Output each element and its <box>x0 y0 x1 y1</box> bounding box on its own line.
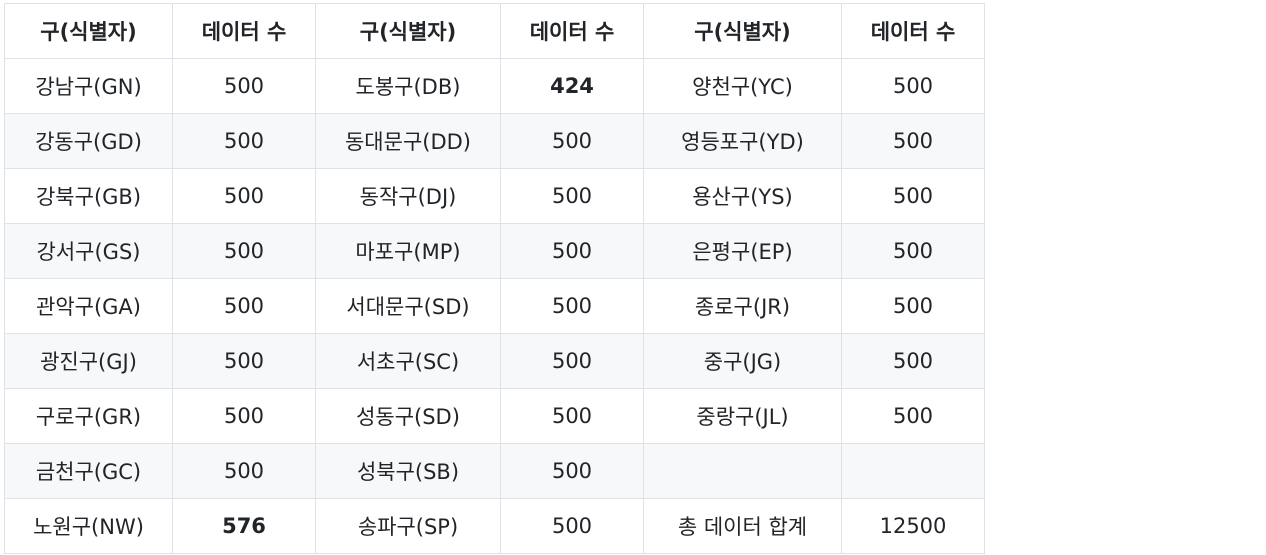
district-cell: 강동구(GD) <box>4 113 173 169</box>
district-cell: 동작구(DJ) <box>315 168 501 224</box>
total-value-cell: 12500 <box>841 498 985 554</box>
district-cell: 구로구(GR) <box>4 388 173 444</box>
count-cell: 500 <box>172 168 316 224</box>
district-cell: 중랑구(JL) <box>643 388 842 444</box>
count-cell: 500 <box>841 168 985 224</box>
table-row: 관악구(GA) 500 서대문구(SD) 500 종로구(JR) 500 <box>4 278 985 334</box>
count-cell: 500 <box>172 113 316 169</box>
district-cell: 광진구(GJ) <box>4 333 173 389</box>
table-row: 강서구(GS) 500 마포구(MP) 500 은평구(EP) 500 <box>4 223 985 279</box>
count-cell: 500 <box>500 223 644 279</box>
district-cell: 강남구(GN) <box>4 58 173 114</box>
district-cell: 송파구(SP) <box>315 498 501 554</box>
table-row: 강남구(GN) 500 도봉구(DB) 424 양천구(YC) 500 <box>4 58 985 114</box>
count-cell: 500 <box>172 278 316 334</box>
district-cell: 성북구(SB) <box>315 443 501 499</box>
district-cell: 도봉구(DB) <box>315 58 501 114</box>
table-row: 강동구(GD) 500 동대문구(DD) 500 영등포구(YD) 500 <box>4 113 985 169</box>
total-label-cell: 총 데이터 합계 <box>643 498 842 554</box>
count-cell: 500 <box>841 278 985 334</box>
district-cell: 용산구(YS) <box>643 168 842 224</box>
count-cell: 500 <box>500 388 644 444</box>
district-cell: 중구(JG) <box>643 333 842 389</box>
count-cell-highlight: 424 <box>500 58 644 114</box>
table-header-row: 구(식별자) 데이터 수 구(식별자) 데이터 수 구(식별자) 데이터 수 <box>4 3 985 59</box>
district-cell: 강서구(GS) <box>4 223 173 279</box>
header-district-2: 구(식별자) <box>315 3 501 59</box>
count-cell: 500 <box>500 278 644 334</box>
count-cell: 500 <box>841 223 985 279</box>
header-district-3: 구(식별자) <box>643 3 842 59</box>
count-cell: 500 <box>841 58 985 114</box>
table-row: 금천구(GC) 500 성북구(SB) 500 <box>4 443 985 499</box>
empty-cell <box>643 443 842 499</box>
header-count-2: 데이터 수 <box>500 3 644 59</box>
district-cell: 성동구(SD) <box>315 388 501 444</box>
table-row: 노원구(NW) 576 송파구(SP) 500 총 데이터 합계 12500 <box>4 498 985 554</box>
table-row: 구로구(GR) 500 성동구(SD) 500 중랑구(JL) 500 <box>4 388 985 444</box>
count-cell-highlight: 576 <box>172 498 316 554</box>
count-cell: 500 <box>500 113 644 169</box>
district-cell: 종로구(JR) <box>643 278 842 334</box>
count-cell: 500 <box>172 388 316 444</box>
district-cell: 은평구(EP) <box>643 223 842 279</box>
table-row: 광진구(GJ) 500 서초구(SC) 500 중구(JG) 500 <box>4 333 985 389</box>
count-cell: 500 <box>500 168 644 224</box>
header-count-1: 데이터 수 <box>172 3 316 59</box>
count-cell: 500 <box>172 223 316 279</box>
district-cell: 동대문구(DD) <box>315 113 501 169</box>
header-district-1: 구(식별자) <box>4 3 173 59</box>
count-cell: 500 <box>172 333 316 389</box>
count-cell: 500 <box>172 443 316 499</box>
district-cell: 강북구(GB) <box>4 168 173 224</box>
district-cell: 양천구(YC) <box>643 58 842 114</box>
table-row: 강북구(GB) 500 동작구(DJ) 500 용산구(YS) 500 <box>4 168 985 224</box>
header-count-3: 데이터 수 <box>841 3 985 59</box>
district-cell: 영등포구(YD) <box>643 113 842 169</box>
district-cell: 서대문구(SD) <box>315 278 501 334</box>
count-cell: 500 <box>172 58 316 114</box>
district-cell: 관악구(GA) <box>4 278 173 334</box>
count-cell: 500 <box>500 443 644 499</box>
district-cell: 노원구(NW) <box>4 498 173 554</box>
district-cell: 서초구(SC) <box>315 333 501 389</box>
count-cell: 500 <box>841 388 985 444</box>
empty-cell <box>841 443 985 499</box>
count-cell: 500 <box>500 498 644 554</box>
district-cell: 마포구(MP) <box>315 223 501 279</box>
count-cell: 500 <box>500 333 644 389</box>
district-data-table: 구(식별자) 데이터 수 구(식별자) 데이터 수 구(식별자) 데이터 수 강… <box>4 3 985 554</box>
count-cell: 500 <box>841 113 985 169</box>
district-cell: 금천구(GC) <box>4 443 173 499</box>
count-cell: 500 <box>841 333 985 389</box>
